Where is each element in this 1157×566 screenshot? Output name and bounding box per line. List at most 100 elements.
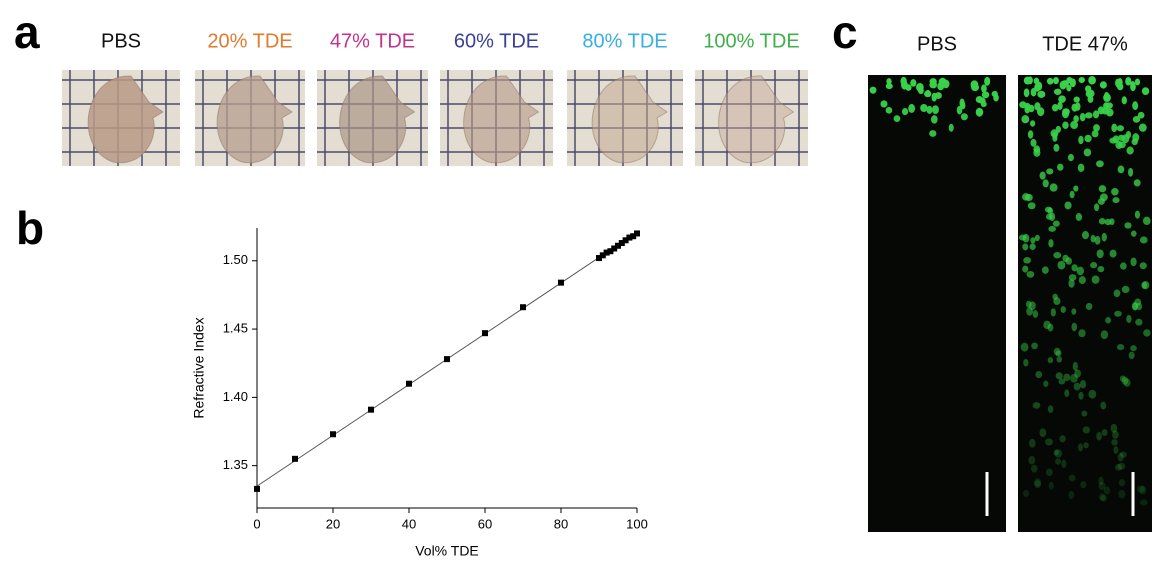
cell <box>1126 315 1132 323</box>
cell <box>1141 281 1148 289</box>
tissue <box>339 75 416 164</box>
cell <box>1041 266 1049 274</box>
cell <box>1092 110 1100 119</box>
cell <box>1097 265 1105 273</box>
cell <box>1112 197 1120 204</box>
cell <box>1088 389 1097 399</box>
cell <box>981 91 990 99</box>
cell <box>1071 322 1078 332</box>
x-axis-label: Vol% TDE <box>415 543 479 559</box>
cell <box>1073 382 1081 391</box>
y-tick-label: 1.45 <box>223 321 248 336</box>
sample-photo <box>62 70 180 166</box>
data-point <box>630 233 637 240</box>
cell <box>1099 81 1107 89</box>
cell <box>1093 124 1100 132</box>
cell <box>1099 493 1106 501</box>
cell <box>1039 171 1046 180</box>
cell <box>1055 350 1062 357</box>
cell <box>1121 96 1127 105</box>
cell <box>869 86 877 94</box>
cell <box>948 123 954 132</box>
cell <box>1119 451 1127 458</box>
cell <box>1064 201 1072 210</box>
cell <box>981 84 987 93</box>
cell <box>1101 232 1107 242</box>
cell <box>1139 499 1148 506</box>
cell <box>1115 78 1121 88</box>
cell <box>1090 262 1098 269</box>
cell <box>1134 298 1142 306</box>
cell <box>1118 489 1126 499</box>
cell <box>1029 438 1036 448</box>
data-point <box>634 230 640 237</box>
data-point <box>368 406 374 413</box>
cell <box>931 92 937 102</box>
cell <box>1134 210 1141 219</box>
cell <box>1116 125 1124 132</box>
x-tick-label: 60 <box>478 516 492 531</box>
cell <box>1079 380 1087 389</box>
fluorescence-image <box>868 75 1006 532</box>
panel-label: c <box>832 6 858 58</box>
cell <box>1073 115 1079 123</box>
cell <box>980 101 987 108</box>
sample-photo <box>695 70 808 166</box>
cell <box>1033 77 1040 85</box>
cell <box>1096 249 1104 259</box>
cell <box>1027 130 1034 139</box>
cell <box>1059 435 1066 443</box>
cell <box>1078 276 1086 285</box>
cell <box>1053 88 1062 95</box>
data-point <box>622 237 629 244</box>
cell <box>1030 237 1036 244</box>
data-point <box>596 255 602 262</box>
cell <box>1105 317 1112 324</box>
cell <box>1053 251 1062 259</box>
cell <box>1047 357 1054 364</box>
cell <box>880 100 888 108</box>
cell <box>926 105 933 114</box>
sample-photo <box>195 70 305 166</box>
cell <box>1110 423 1118 433</box>
cell <box>1053 143 1060 152</box>
cell <box>1139 485 1147 495</box>
sample-label: 100% TDE <box>703 30 799 52</box>
cell <box>908 103 916 113</box>
cell <box>1124 222 1132 229</box>
sample-label: 47% TDE <box>330 30 415 52</box>
cell <box>1043 380 1049 388</box>
tissue <box>216 75 293 164</box>
cell <box>1081 410 1088 417</box>
cell <box>1051 104 1059 112</box>
cell <box>1101 429 1108 437</box>
cell <box>1057 260 1066 270</box>
cell <box>1030 138 1037 147</box>
cell <box>959 98 965 108</box>
cell <box>929 130 937 137</box>
x-tick-label: 100 <box>626 516 648 531</box>
cell <box>1099 193 1108 202</box>
cell <box>1125 76 1132 86</box>
cell <box>1077 443 1084 452</box>
cell <box>1034 480 1042 489</box>
cell <box>1022 265 1029 273</box>
cell <box>1030 464 1038 473</box>
cell <box>975 107 984 117</box>
cell <box>1120 262 1127 270</box>
cell <box>1031 342 1038 350</box>
cell <box>1111 187 1119 196</box>
cell <box>1058 95 1066 103</box>
cell <box>1085 302 1093 311</box>
cell <box>1078 329 1086 338</box>
x-tick-label: 20 <box>326 516 340 531</box>
cell <box>1131 138 1138 146</box>
cell <box>1067 153 1074 162</box>
cell <box>1064 389 1070 397</box>
cell <box>1111 123 1118 133</box>
cell <box>1134 78 1141 86</box>
cell <box>1130 257 1137 267</box>
cell <box>1042 179 1049 188</box>
cell <box>1058 378 1066 385</box>
cell <box>1096 431 1102 441</box>
